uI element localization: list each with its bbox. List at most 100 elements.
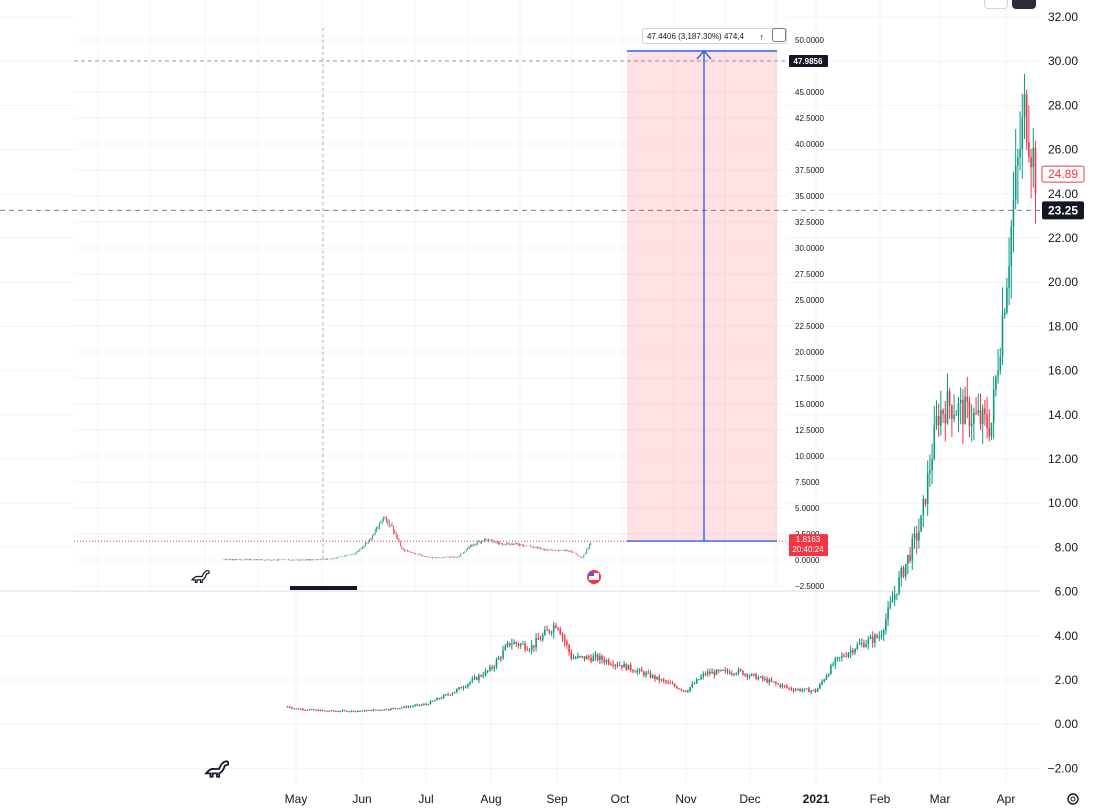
main-candle-body: [904, 563, 907, 577]
main-candle-body: [603, 659, 606, 663]
main-candle-body: [669, 682, 672, 684]
main-candle-body: [425, 704, 427, 706]
main-candle-body: [955, 414, 958, 416]
main-candle-body: [612, 664, 614, 666]
main-y-tick-label: 26.00: [1048, 143, 1078, 157]
inset-dinosaur-icon: [190, 569, 210, 584]
main-candle-body: [337, 711, 339, 713]
main-candle-body: [544, 629, 546, 635]
main-y-tick-label: 22.00: [1048, 231, 1078, 245]
main-candle-body: [451, 693, 454, 695]
main-candle-body: [374, 709, 377, 711]
main-candle-body: [530, 645, 533, 650]
main-candle-body: [557, 627, 559, 629]
main-candle-body: [511, 644, 513, 646]
main-candle-body: [475, 677, 478, 680]
main-candle-body: [1032, 147, 1035, 168]
main-candle-body: [627, 664, 630, 670]
main-candle-body: [984, 408, 986, 415]
main-candle-body: [885, 619, 887, 631]
main-candle-body: [662, 679, 665, 681]
main-candle-body: [887, 607, 889, 620]
main-candle-body: [640, 669, 643, 672]
main-candle-body: [515, 642, 518, 645]
main-candle-body: [786, 686, 788, 688]
main-y-tick-label: 10.00: [1048, 496, 1078, 510]
main-candle-body: [783, 685, 786, 687]
arrow-up-icon: ↑: [759, 32, 765, 42]
main-candle-body: [992, 389, 995, 423]
x-axis[interactable]: May Jun Jul Aug Sep Oct Nov Dec 2021 Feb Mar Apr: [285, 792, 1016, 806]
inset-current-price-text: 1.8163: [796, 535, 821, 544]
main-candle-body: [735, 673, 738, 675]
dinosaur-icon: [204, 760, 230, 778]
inset-y-axis[interactable]: 50.0000 45.0000 42.5000 40.0000 37.5000 35.00…: [795, 36, 825, 591]
main-candle-body: [968, 401, 971, 427]
main-candle-body: [753, 673, 755, 675]
main-candle-body: [744, 674, 746, 676]
main-candle-body: [572, 658, 575, 660]
main-candle-body: [629, 664, 632, 671]
main-y-axis[interactable]: 32.00 30.00 28.00 26.00 24.00 22.00 20.00 18.00…: [1048, 10, 1079, 775]
main-candle-body: [858, 643, 861, 645]
main-candle-body: [379, 709, 381, 711]
x-tick-label: Jun: [352, 792, 371, 806]
x-tick-label: Nov: [675, 792, 696, 806]
main-candle-body: [381, 710, 383, 712]
main-candle-body: [812, 689, 815, 691]
main-candle-body: [792, 689, 795, 691]
main-candle-body: [372, 709, 375, 711]
main-candle-body: [416, 704, 419, 706]
inset-y-tick-label: 5.0000: [795, 504, 820, 513]
main-candle-body: [926, 473, 929, 505]
main-candle-body: [583, 656, 586, 660]
main-candle-body: [559, 628, 562, 635]
toolbar-download-button[interactable]: [984, 0, 1008, 9]
main-candle-body: [517, 644, 520, 646]
main-candle-body: [676, 686, 678, 689]
main-candle-body: [722, 670, 724, 672]
main-candle-body: [717, 669, 720, 671]
inset-y-tick-label: 37.5000: [795, 166, 824, 175]
main-candle-body: [898, 577, 900, 594]
main-candle-body: [489, 666, 491, 671]
main-y-tick-label: 4.00: [1055, 629, 1079, 643]
main-candle-body: [847, 653, 850, 657]
main-candle-body: [610, 663, 612, 665]
inset-y-tick-label: 27.5000: [795, 270, 824, 279]
main-candle-body: [302, 708, 304, 710]
main-candle-body: [623, 663, 625, 668]
main-candle-body: [823, 679, 826, 682]
main-candle-body: [825, 676, 828, 680]
main-candle-body: [396, 708, 399, 710]
main-candle-body: [550, 632, 553, 634]
inset-y-tick-label: 15.0000: [795, 400, 824, 409]
inset-y-tick-label: 35.0000: [795, 192, 824, 201]
x-tick-label: Mar: [930, 792, 951, 806]
main-candle-body: [339, 711, 342, 713]
main-candle-body: [328, 711, 331, 713]
main-candle-body: [788, 687, 790, 689]
toolbar-camera-button[interactable]: [1012, 0, 1036, 9]
main-candle-body: [838, 657, 841, 659]
main-candle-body: [427, 704, 430, 706]
crosshair-price-badge-text: 23.25: [1048, 203, 1078, 217]
main-candle-body: [533, 645, 535, 648]
main-candle-body: [1030, 157, 1032, 168]
measure-settings-button[interactable]: [772, 28, 786, 42]
x-tick-label: Aug: [480, 792, 501, 806]
last-price-badge: [1041, 165, 1085, 183]
main-candle-body: [750, 673, 753, 676]
x-tick-label: Apr: [997, 792, 1016, 806]
chart-icons: [190, 569, 1079, 805]
main-candle-body: [986, 414, 988, 428]
main-candle-body: [1006, 287, 1008, 313]
inset-y-tick-label: 32.5000: [795, 218, 824, 227]
main-candle-body: [548, 630, 551, 633]
inset-y-tick-label: 30.0000: [795, 244, 824, 253]
main-candle-body: [902, 568, 905, 577]
main-candle-body: [621, 665, 623, 668]
main-candle-body: [350, 710, 353, 712]
